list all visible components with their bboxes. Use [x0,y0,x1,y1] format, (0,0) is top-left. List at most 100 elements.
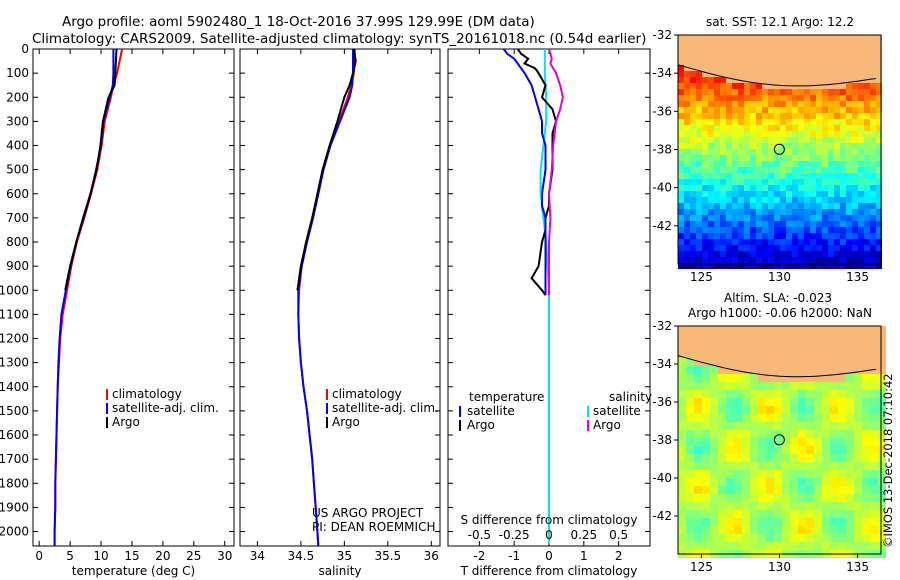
map-cell [678,41,684,47]
map-cell [710,494,718,502]
map-cell [798,526,806,534]
map-cell [694,374,702,382]
map-field [678,35,882,269]
map-cell [816,107,822,113]
map-cell [690,215,696,221]
map-cell [876,203,882,209]
map-cell [774,221,780,227]
map-cell [864,107,870,113]
map-cell [714,95,720,101]
map-cell [762,227,768,233]
map-cell [876,227,882,233]
depth-tick-label: 2000 [0,525,29,539]
lat-tick-label: -32 [652,28,672,42]
map-cell [678,342,686,350]
map-cell [840,155,846,161]
depth-tick-label: 1700 [0,452,29,466]
map-cell [720,197,726,203]
map-cell [822,245,828,251]
map-cell [786,245,792,251]
map-cell [828,89,834,95]
map-cell [702,35,708,41]
map-cell [774,251,780,257]
map-cell [774,454,782,462]
map-cell [756,107,762,113]
map-cell [678,65,684,71]
map-cell [686,342,694,350]
map-cell [710,422,718,430]
map-cell [694,358,702,366]
map-cell [862,542,870,550]
map-cell [702,53,708,59]
map-cell [810,89,816,95]
map-cell [720,251,726,257]
map-cell [798,221,804,227]
map-cell [810,245,816,251]
map-cell [780,107,786,113]
map-cell [864,71,870,77]
map-cell [690,167,696,173]
map-cell [828,125,834,131]
s-tick-label: 0.25 [570,528,597,542]
map-cell [822,534,830,542]
map-cell [678,406,686,414]
map-cell [678,113,684,119]
map-cell [702,221,708,227]
map-cell [854,422,862,430]
map-cell [762,167,768,173]
map-cell [762,71,768,77]
map-cell [822,41,828,47]
map-cell [846,113,852,119]
map-cell [822,502,830,510]
map-cell [708,185,714,191]
map-cell [690,83,696,89]
map-cell [834,215,840,221]
map-cell [782,422,790,430]
map-cell [852,137,858,143]
map-cell [678,326,686,334]
map-cell [816,179,822,185]
map-cell [782,430,790,438]
map-cell [870,77,876,83]
map-cell [838,398,846,406]
map-cell [720,239,726,245]
map-cell [710,502,718,510]
map-cell [840,95,846,101]
map-cell [858,251,864,257]
map-cell [846,382,854,390]
map-cell [710,334,718,342]
map-cell [744,41,750,47]
map-cell [852,185,858,191]
map-cell [708,107,714,113]
map-cell [732,131,738,137]
map-cell [750,77,756,83]
map-cell [684,77,690,83]
map-cell [774,41,780,47]
map-cell [732,233,738,239]
map-cell [720,233,726,239]
map-cell [782,462,790,470]
lat-tick-label: -40 [652,181,672,195]
map-cell [694,510,702,518]
map-cell [780,227,786,233]
map-cell [786,215,792,221]
map-cell [684,71,690,77]
map-cell [726,526,734,534]
map-cell [750,390,758,398]
map-cell [828,167,834,173]
map-cell [838,446,846,454]
map-cell [782,334,790,342]
map-cell [828,113,834,119]
map-cell [732,35,738,41]
map-cell [720,167,726,173]
map-cell [822,209,828,215]
map-cell [786,35,792,41]
map-cell [718,438,726,446]
depth-tick-label: 1600 [0,428,29,442]
map-cell [816,143,822,149]
map-cell [864,227,870,233]
legend-label: Argo [112,415,140,429]
map-cell [792,233,798,239]
map-cell [838,382,846,390]
